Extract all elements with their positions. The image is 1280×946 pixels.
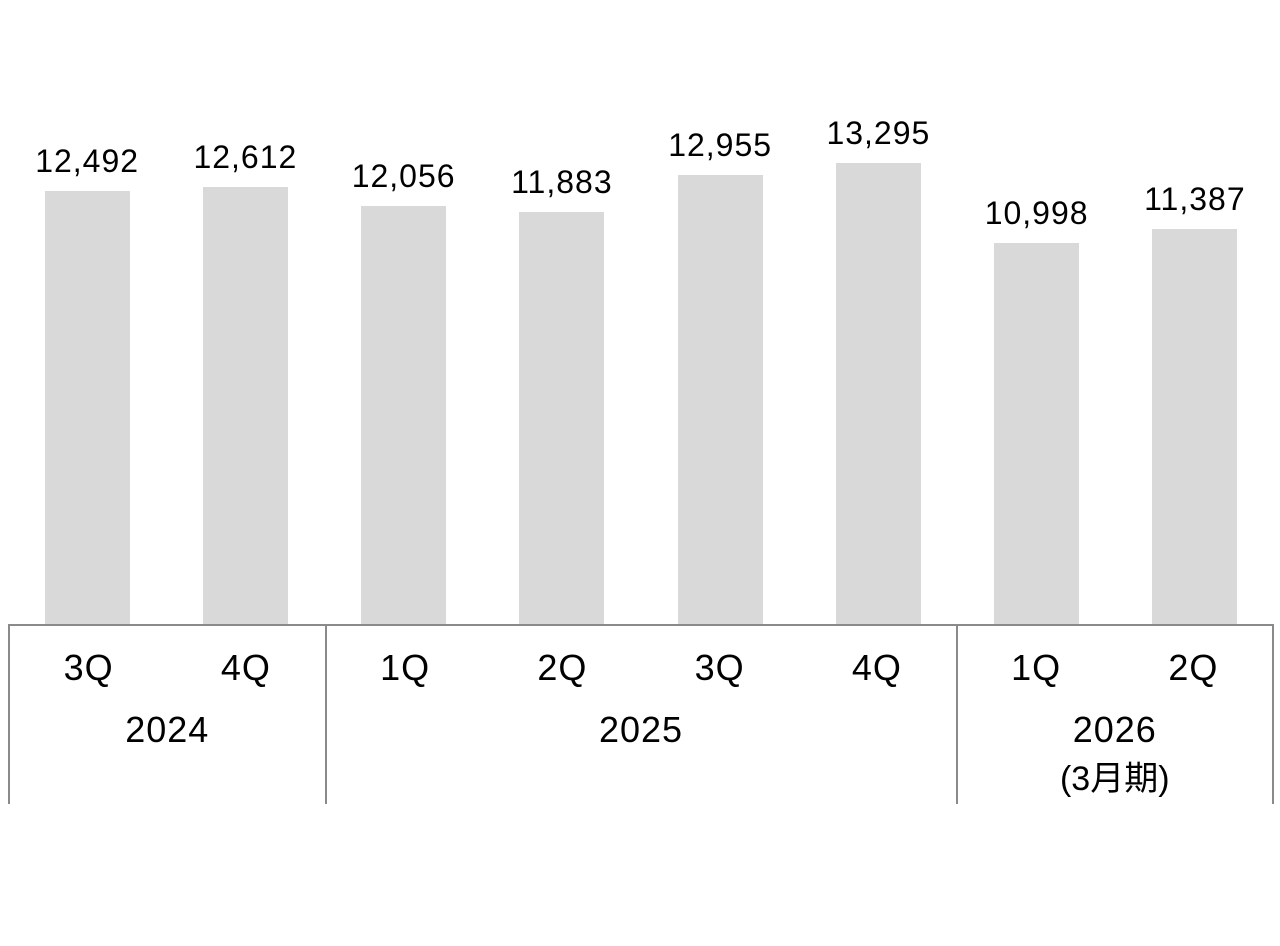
quarter-label-row: 1Q 2Q 3Q 4Q bbox=[327, 650, 956, 686]
bar-column: 11,387 bbox=[1116, 0, 1274, 624]
bar-column: 13,295 bbox=[799, 0, 957, 624]
bar-value-label: 12,492 bbox=[35, 143, 140, 179]
bar-column: 12,955 bbox=[641, 0, 799, 624]
bar bbox=[1152, 229, 1238, 624]
bar bbox=[994, 243, 1080, 624]
bar bbox=[202, 187, 288, 624]
year-group-2024: 3Q 4Q 2024 bbox=[8, 626, 325, 804]
fiscal-period-label: (3月期) bbox=[1059, 760, 1170, 798]
bar-column: 10,998 bbox=[958, 0, 1116, 624]
bar bbox=[44, 191, 130, 624]
quarterly-bar-chart: 12,492 12,612 12,056 11,883 12,955 13,295 10,9… bbox=[8, 0, 1274, 804]
bar-value-label: 13,295 bbox=[826, 115, 931, 151]
quarter-label: 3Q bbox=[63, 647, 114, 688]
x-axis-table: 3Q 4Q 2024 1Q 2Q 3Q 4Q 2025 1Q 2Q 2026 (3月期) bbox=[8, 624, 1274, 804]
bar-value-label: 12,955 bbox=[668, 127, 773, 163]
bar-value-label: 12,612 bbox=[193, 139, 298, 175]
year-group-2025: 1Q 2Q 3Q 4Q 2025 bbox=[324, 626, 956, 804]
quarter-label: 4Q bbox=[220, 647, 271, 688]
quarter-label: 1Q bbox=[380, 647, 431, 688]
quarter-label: 4Q bbox=[851, 647, 902, 688]
bar bbox=[835, 163, 921, 624]
bar bbox=[361, 206, 447, 624]
bar-value-label: 10,998 bbox=[984, 195, 1089, 231]
year-label: 2026 bbox=[1072, 709, 1157, 750]
year-label: 2025 bbox=[598, 709, 684, 750]
bar bbox=[519, 212, 605, 624]
bar-value-label: 11,387 bbox=[1144, 181, 1246, 217]
bar bbox=[677, 175, 763, 624]
bar-column: 12,492 bbox=[8, 0, 166, 624]
bar-value-label: 11,883 bbox=[511, 164, 613, 200]
quarter-label: 3Q bbox=[694, 647, 745, 688]
quarter-label: 1Q bbox=[1011, 647, 1062, 688]
quarter-label: 2Q bbox=[1168, 647, 1219, 688]
year-group-2026: 1Q 2Q 2026 (3月期) bbox=[955, 626, 1274, 804]
quarter-label-row: 1Q 2Q bbox=[958, 650, 1273, 686]
bar-value-label: 12,056 bbox=[351, 158, 456, 194]
bar-column: 12,612 bbox=[166, 0, 324, 624]
bar-column: 12,056 bbox=[325, 0, 483, 624]
quarter-label-row: 3Q 4Q bbox=[10, 650, 325, 686]
quarter-label: 2Q bbox=[537, 647, 588, 688]
plot-area: 12,492 12,612 12,056 11,883 12,955 13,295 10,9… bbox=[8, 0, 1274, 624]
year-label: 2024 bbox=[125, 709, 210, 750]
bar-column: 11,883 bbox=[483, 0, 641, 624]
